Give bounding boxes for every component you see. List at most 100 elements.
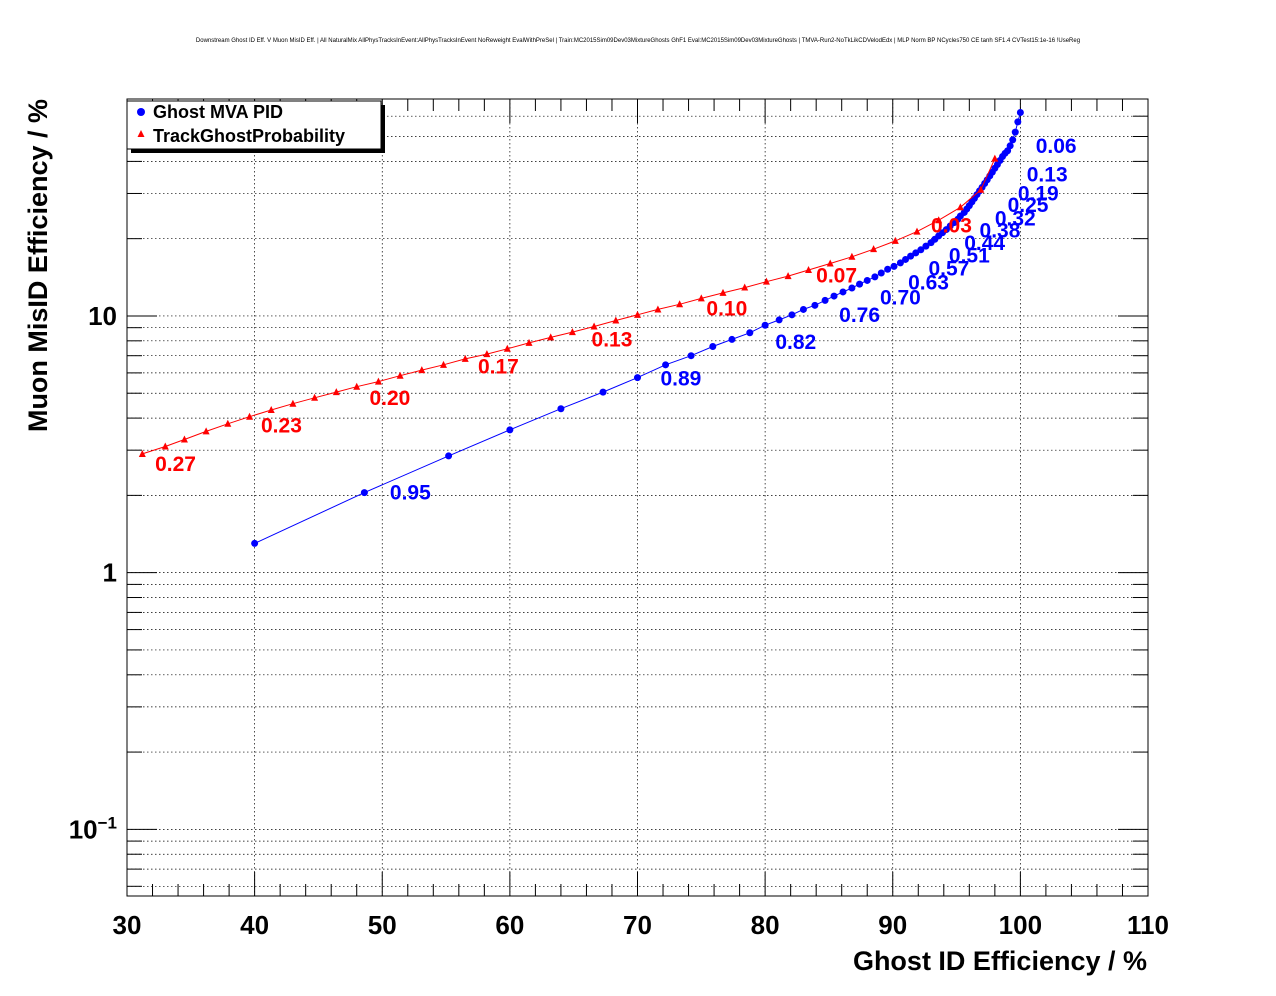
data-point [612, 316, 620, 324]
data-point [890, 262, 898, 270]
data-point [180, 435, 188, 443]
data-label: 0.63 [908, 271, 949, 294]
data-point [418, 366, 426, 374]
data-label: 0.32 [995, 207, 1036, 230]
data-point [1016, 109, 1024, 117]
data-label: 0.44 [964, 232, 1005, 255]
data-point [461, 354, 469, 362]
data-point [902, 255, 910, 263]
chart-title: Downstream Ghost ID Eff. V Muon MisID Ef… [196, 38, 1080, 44]
data-point [761, 321, 769, 329]
data-label: 0.07 [816, 264, 857, 287]
x-tick-label: 60 [495, 910, 524, 940]
data-point [1006, 142, 1014, 150]
data-point [799, 305, 807, 313]
data-point [697, 294, 705, 302]
data-label: 0.95 [390, 482, 431, 505]
legend-box [126, 100, 382, 150]
legend-label-track-ghost-probability: TrackGhostProbability [153, 126, 345, 146]
series-ghost-mva-pid: 0.060.130.190.250.320.380.440.510.570.63… [251, 109, 1077, 547]
data-label: 0.76 [839, 304, 880, 327]
data-point [687, 352, 695, 360]
grid [127, 98, 1148, 896]
series-layer: 0.060.130.190.250.320.380.440.510.570.63… [138, 109, 1077, 547]
data-point [1009, 136, 1017, 144]
data-point [483, 350, 491, 358]
data-point [360, 489, 368, 497]
data-label: 0.06 [1036, 135, 1077, 158]
data-point [775, 316, 783, 324]
series-trackghostprobability: 0.03 0.07 0.10 0.13 0.17 0.20 0.23 0.27 [138, 154, 999, 476]
legend-marker-track-ghost-probability [137, 130, 145, 137]
data-point [839, 288, 847, 296]
data-point [917, 246, 925, 254]
data-point [332, 388, 340, 396]
data-point [741, 283, 749, 291]
data-label: 0.13 [1027, 164, 1068, 187]
data-point [848, 284, 856, 292]
data-point [805, 265, 813, 273]
y-tick-label: 10 [88, 301, 117, 331]
data-point [353, 382, 361, 390]
data-label: 0.51 [949, 244, 990, 267]
data-point [161, 442, 169, 450]
data-point [891, 236, 899, 244]
data-point [676, 300, 684, 308]
y-tick-label: 10−1 [69, 813, 117, 844]
data-point [374, 377, 382, 385]
x-tick-label: 90 [878, 910, 907, 940]
y-axis-title: Muon MisID Efficiency / % [23, 99, 53, 432]
data-label: 0.25 [1008, 194, 1049, 217]
data-point [935, 216, 943, 224]
data-point [1014, 118, 1022, 126]
data-point [746, 329, 754, 337]
data-point [506, 426, 514, 434]
x-axis-title: Ghost ID Efficiency / % [853, 946, 1147, 976]
data-point [1011, 128, 1019, 136]
data-point [856, 280, 864, 288]
data-point [896, 259, 904, 267]
data-point [634, 310, 641, 318]
data-point [728, 335, 736, 343]
data-point [784, 272, 792, 280]
data-point [826, 259, 834, 267]
x-tick-label: 110 [1127, 910, 1169, 940]
data-point [662, 361, 670, 369]
legend-label-ghost-mva-pid: Ghost MVA PID [153, 102, 283, 122]
data-point [912, 249, 920, 257]
data-point [503, 344, 511, 352]
data-point [863, 276, 871, 284]
x-tick-label: 100 [999, 910, 1042, 940]
data-label: 0.82 [775, 331, 816, 354]
data-point [289, 399, 297, 407]
data-label: 0.38 [980, 220, 1021, 243]
data-point [991, 154, 999, 162]
data-label: 0.89 [660, 368, 701, 391]
data-point [202, 427, 210, 435]
data-point [599, 388, 607, 396]
data-point [440, 360, 448, 368]
data-point [525, 338, 533, 346]
data-point [709, 343, 717, 351]
data-label: 0.70 [880, 286, 921, 309]
data-point [634, 374, 641, 382]
legend-marker-ghost-mva-pid [137, 108, 145, 116]
data-point [871, 273, 879, 281]
data-label: 0.10 [706, 297, 747, 320]
data-label: 0.17 [478, 356, 519, 379]
data-point [922, 242, 930, 250]
x-tick-label: 50 [368, 910, 397, 940]
data-point [590, 322, 598, 330]
data-label: 0.13 [592, 328, 633, 351]
data-point [977, 185, 985, 193]
x-tick-label: 30 [113, 910, 142, 940]
data-label: 0.20 [369, 387, 410, 410]
data-point [811, 301, 819, 309]
data-point [267, 406, 275, 414]
data-point [719, 288, 727, 296]
data-point [654, 305, 662, 313]
data-point [138, 449, 146, 457]
data-point [224, 419, 232, 427]
x-tick-label: 70 [623, 910, 652, 940]
